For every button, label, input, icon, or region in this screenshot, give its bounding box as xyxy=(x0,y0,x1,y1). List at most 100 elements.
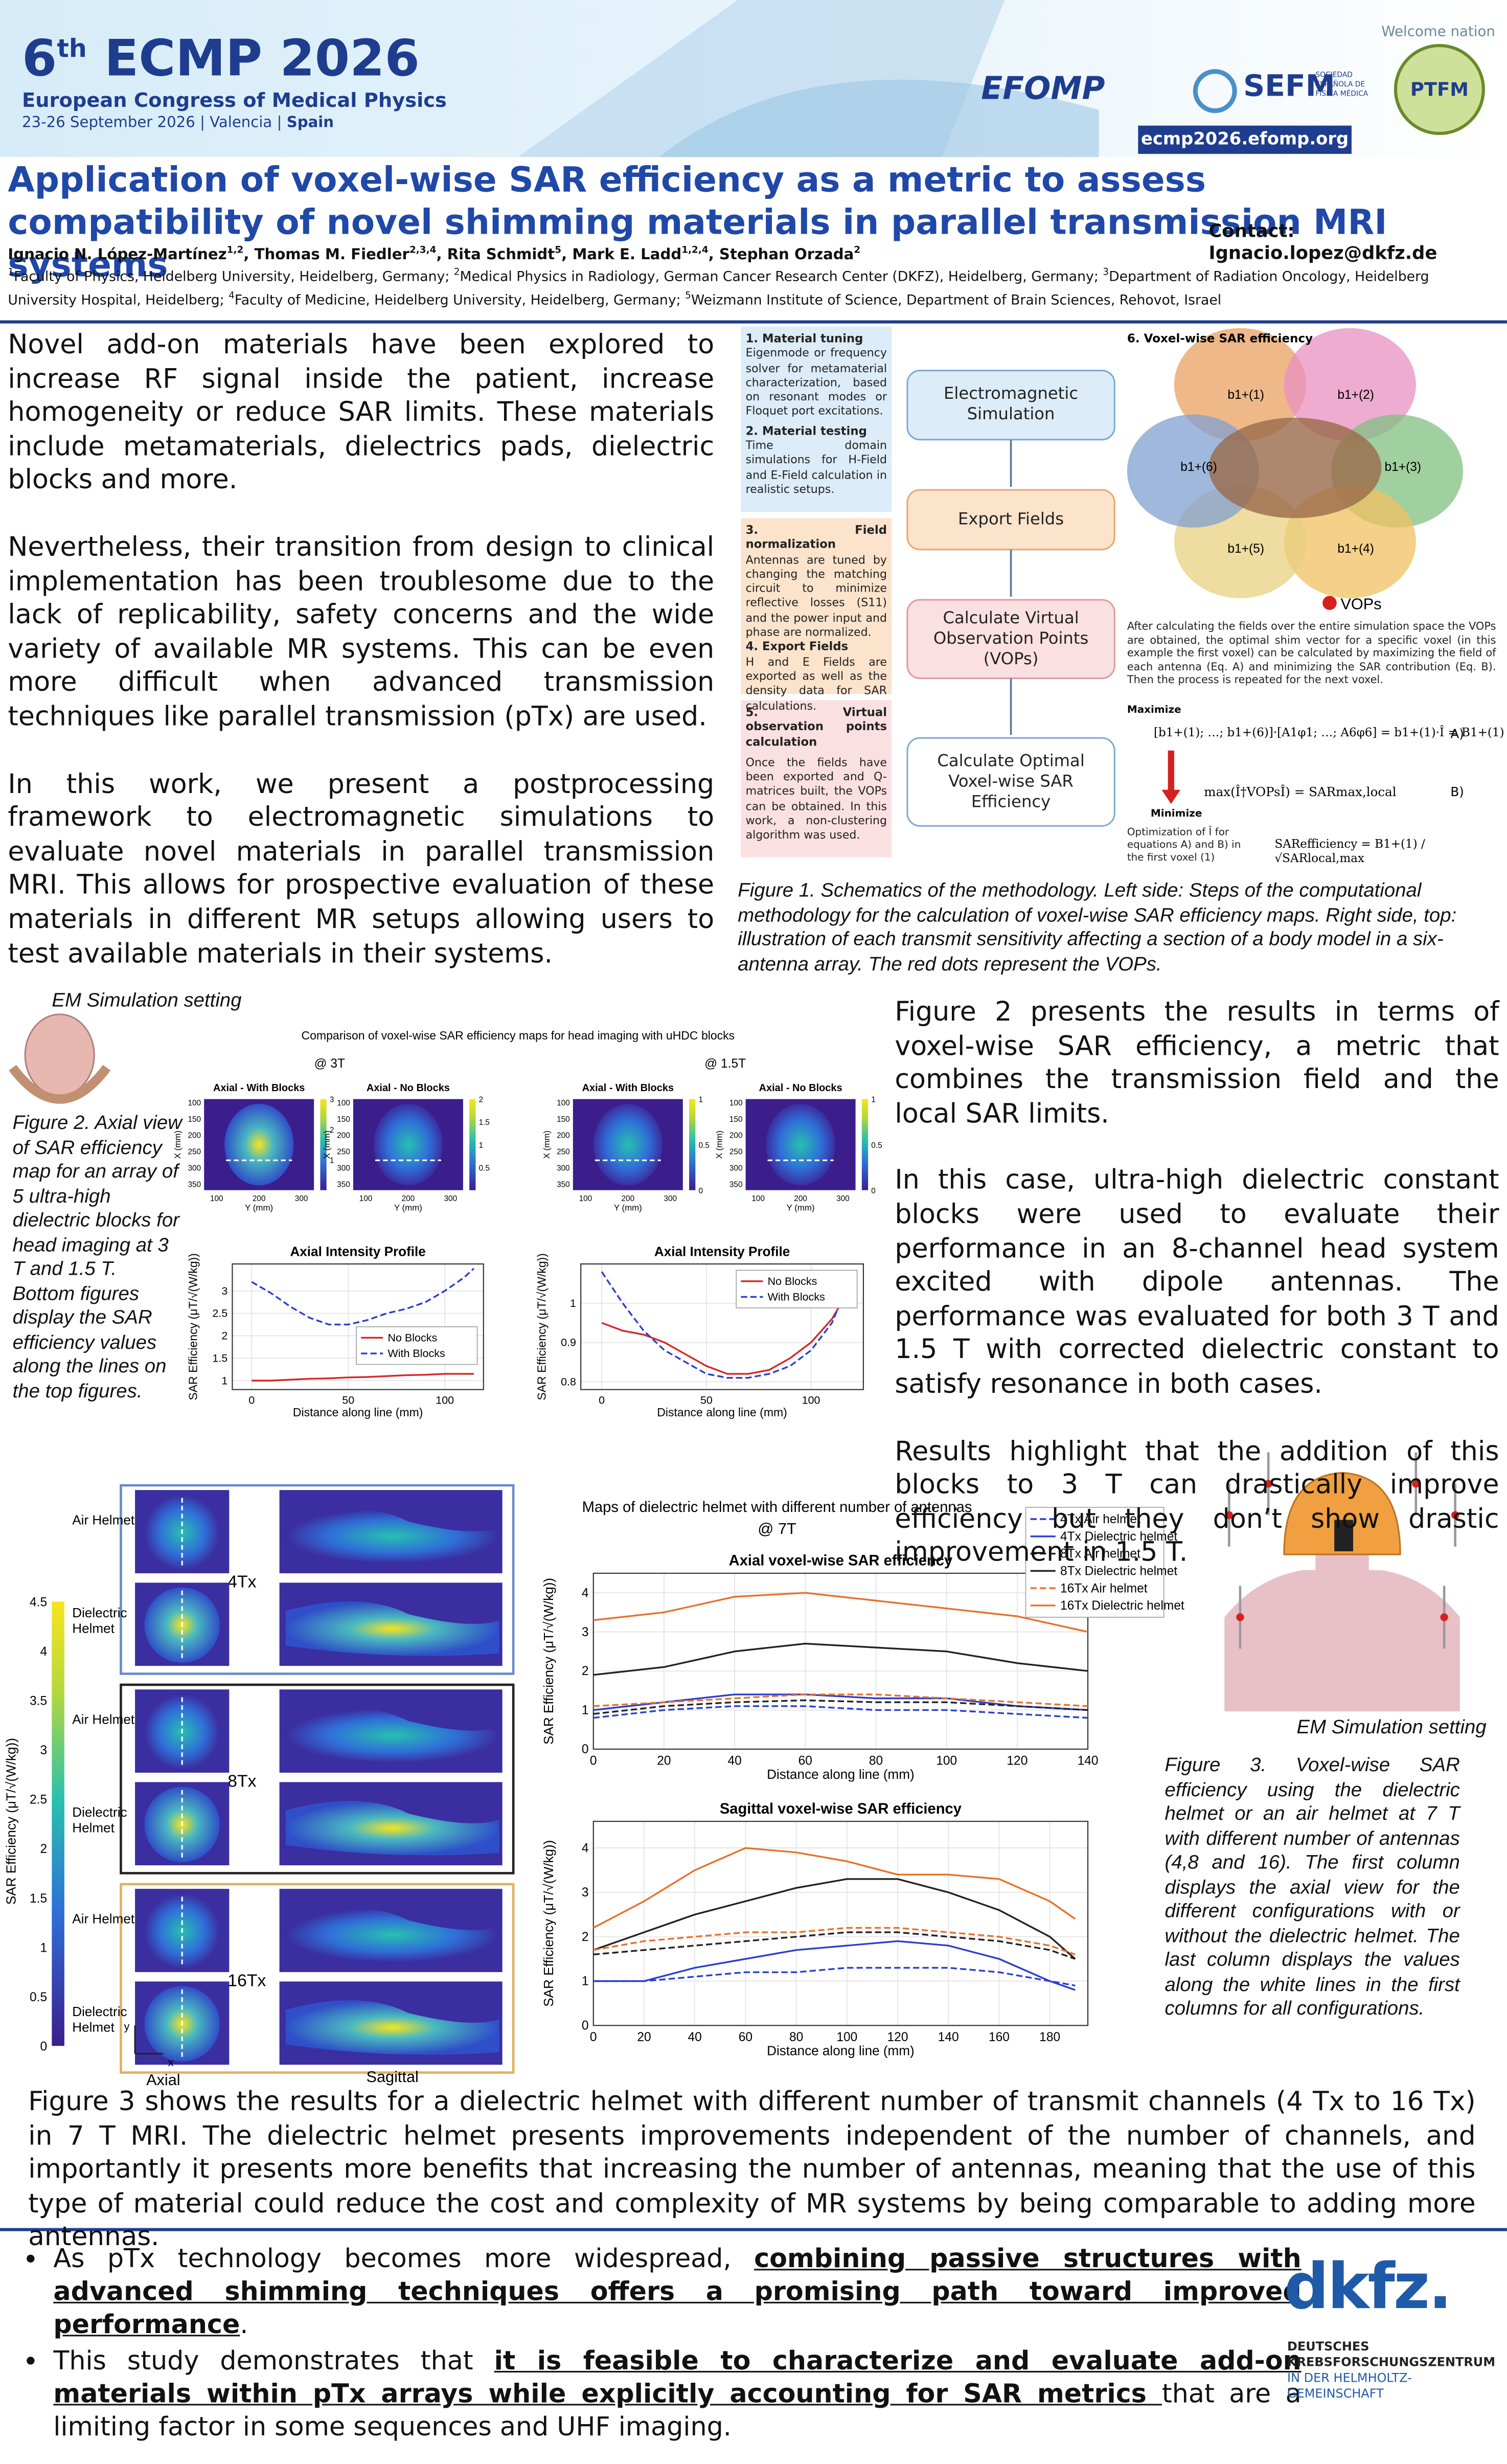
map-ylabel: X (mm) xyxy=(715,1131,724,1159)
author-sup: 1,2 xyxy=(226,245,244,256)
x-tick-label: 20 xyxy=(657,1754,671,1768)
plot-frame xyxy=(232,1263,484,1390)
colorbar-tick: 3 xyxy=(40,1744,47,1757)
map-xtick: 300 xyxy=(444,1194,458,1203)
y-tick-label: 3 xyxy=(582,1625,589,1639)
series-line xyxy=(593,1693,1088,1707)
map-xtick: 200 xyxy=(794,1194,807,1203)
axis-arrow-label: y xyxy=(124,2021,130,2033)
affil-text: Medical Physics in Radiology, German Can… xyxy=(460,269,1103,286)
colorbar xyxy=(861,1099,869,1190)
colorbar-tick: 2 xyxy=(40,1842,47,1856)
y-tick-label: 0 xyxy=(582,1743,589,1756)
colorbar xyxy=(320,1099,327,1190)
map-xtick: 100 xyxy=(359,1194,373,1203)
equation-a: [b1+(1); …; b1+(6)]·[A1φ1; …; A6φ6] = b1… xyxy=(1154,725,1504,740)
colorbar-tick: 2 xyxy=(479,1096,484,1104)
y-axis-label: SAR Efficiency (μT/√(W/kg)) xyxy=(541,1840,556,2007)
logo-line: DEUTSCHES xyxy=(1287,2339,1369,2354)
bullet-strong: combining passive structures with advanc… xyxy=(53,2244,1302,2340)
map-ytick: 300 xyxy=(188,1164,201,1173)
x-tick-label: 80 xyxy=(789,2030,803,2044)
y-tick-label: 2 xyxy=(221,1330,227,1342)
view-label: Axial xyxy=(146,2071,180,2089)
setting-label: EM Simulation setting xyxy=(1296,1716,1487,1738)
map-ytick: 300 xyxy=(337,1164,350,1173)
map-xtick: 300 xyxy=(295,1194,308,1203)
x-tick-label: 140 xyxy=(938,2030,959,2044)
flow-fo: Electromagnetic Simulation xyxy=(944,385,1078,424)
map-ytick: 100 xyxy=(188,1099,201,1107)
y-tick-label: 0.9 xyxy=(561,1337,576,1349)
field-label: @ 1.5T xyxy=(704,1057,746,1071)
colorbar-tick: 0 xyxy=(40,2040,47,2053)
colorbar-tick: 0.5 xyxy=(699,1141,710,1150)
map-ytick: 100 xyxy=(557,1099,570,1107)
row-label: Air Helmet xyxy=(72,1711,135,1727)
row-label-fo: Dielectric Helmet xyxy=(72,1604,127,1636)
map-xlabel: Y (mm) xyxy=(787,1203,815,1213)
sefm-icon xyxy=(1193,69,1237,114)
paragraph: Figure 2 presents the results in terms o… xyxy=(895,997,1499,1131)
legend-label: 16Tx Dielectric helmet xyxy=(1060,1599,1184,1613)
y-tick-label: 1.5 xyxy=(212,1352,227,1364)
series-line xyxy=(593,1642,1088,1676)
dkfz-logo: dkfz. xyxy=(1284,2251,1452,2324)
step: 1. Material tuning Eigenmode or frequency… xyxy=(746,331,887,496)
x-tick-label: 140 xyxy=(1078,1754,1099,1768)
step-title: 5. Virtual observation points calculatio… xyxy=(745,705,887,749)
paragraph: In this case, ultra-high dielectric cons… xyxy=(895,1165,1499,1400)
panel-text: After calculating the fields over the en… xyxy=(1127,620,1496,687)
efomp-logo: EFOMP xyxy=(981,69,1105,107)
author-name: , Thomas M. Fiedler xyxy=(243,246,409,264)
y-tick-label: 0 xyxy=(582,2019,589,2033)
author-name: , Rita Schmidt xyxy=(436,246,555,264)
colorbar-tick: 1 xyxy=(330,1156,334,1165)
body-section xyxy=(1208,417,1382,518)
x-tick-label: 20 xyxy=(637,2030,651,2044)
step: 3. Field normalization Antennas are tuned… xyxy=(746,523,887,713)
flow-fo: Export Fields xyxy=(958,509,1064,528)
series-line xyxy=(592,1847,1076,1929)
colorbar-tick: 4 xyxy=(40,1645,47,1659)
colorbar xyxy=(469,1099,476,1190)
series-line xyxy=(601,1271,854,1379)
map-ytick: 250 xyxy=(337,1148,350,1157)
colorbar xyxy=(52,1601,64,2046)
flow-label: Calculate Virtual Observation Points (VO… xyxy=(933,608,1089,668)
x-tick-label: 40 xyxy=(727,1754,741,1768)
x-tick-label: 120 xyxy=(1007,1754,1028,1768)
equation-b-label: B) xyxy=(1450,785,1464,800)
y-tick-label: 2.5 xyxy=(212,1307,227,1320)
lobe xyxy=(1174,328,1306,441)
legend-box xyxy=(1025,1507,1164,1618)
map-ytick: 150 xyxy=(729,1115,743,1124)
map-ytick: 300 xyxy=(557,1164,570,1173)
flow-label: Calculate Optimal Voxel-wise SAR Efficie… xyxy=(937,751,1085,811)
x-tick-label: 120 xyxy=(887,2030,908,2044)
caption: Figure 1. Schematics of the methodology.… xyxy=(738,879,1457,975)
bullet-text: . xyxy=(240,2310,248,2340)
affil-text: Faculty of Medicine, Heidelberg Universi… xyxy=(234,294,686,310)
row-label: Dielectric Helmet xyxy=(72,2003,127,2035)
step: 5. Virtual observation points calculatio… xyxy=(746,705,887,843)
y-axis-label: SAR Efficiency (μT/√(W/kg)) xyxy=(535,1253,548,1400)
colorbar-tick: 4.5 xyxy=(30,1595,47,1609)
field-label: @ 3T xyxy=(314,1057,345,1071)
map-title: Axial - With Blocks xyxy=(582,1082,674,1094)
x-tick-label: 0 xyxy=(599,1394,605,1406)
chart-title: Axial Intensity Profile xyxy=(290,1244,425,1259)
congress-name: ECMP 2026 xyxy=(104,28,420,88)
lobe-label: b1+(1) xyxy=(1227,388,1264,402)
map-xlabel: Y (mm) xyxy=(394,1203,422,1213)
x-axis-label: Distance along line (mm) xyxy=(657,1406,787,1419)
y-tick-label: 4 xyxy=(582,1841,589,1855)
row-label: Dielectric Helmet xyxy=(72,1804,127,1836)
paragraph: Nevertheless, their transition from desi… xyxy=(8,532,715,733)
y-axis-label: SAR Efficiency (μT/√(W/kg)) xyxy=(541,1578,556,1745)
plot-frame xyxy=(592,1821,1089,2026)
edition-sup: th xyxy=(57,33,87,63)
head-model xyxy=(24,1013,95,1097)
chart-title: Axial voxel-wise SAR efficiency xyxy=(729,1553,953,1569)
